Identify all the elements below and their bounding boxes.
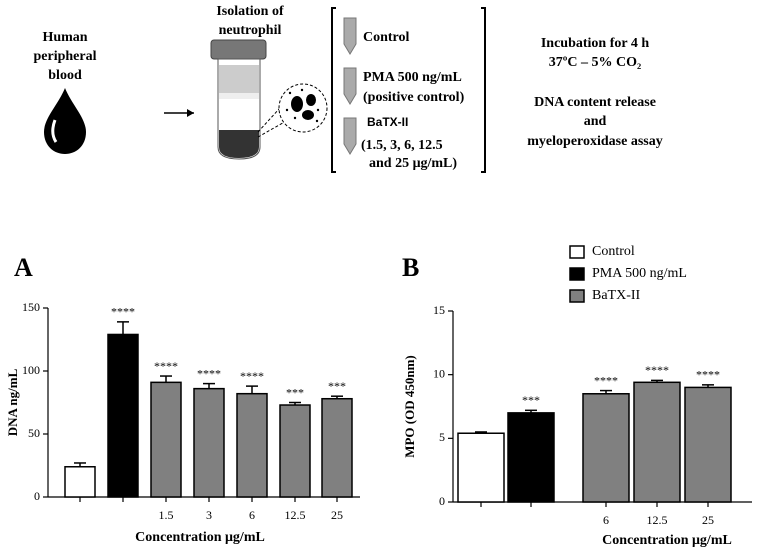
label: Isolation of: [216, 4, 284, 19]
label: PMA 500 ng/mL: [363, 70, 462, 85]
y-tick-label: 150: [22, 300, 40, 314]
small-tubes: [343, 17, 357, 155]
label: and: [584, 114, 607, 129]
label: Incubation for 4 h: [541, 36, 649, 51]
tube-layer: [219, 93, 259, 99]
label: neutrophil: [219, 23, 282, 38]
schematic: Human peripheral blood Isolation of neut…: [34, 4, 663, 173]
y-tick-label: 100: [22, 363, 40, 377]
x-tick-label: 1.5: [159, 508, 174, 522]
significance-label: ****: [594, 373, 618, 387]
significance-label: ****: [696, 368, 720, 382]
bracket: [331, 7, 336, 173]
bracket: [481, 7, 486, 173]
bar: [633, 381, 681, 503]
label: DNA content release: [534, 95, 656, 110]
bar: [582, 393, 630, 503]
label: blood: [48, 68, 82, 83]
bar: [107, 333, 139, 498]
nucleus: [291, 96, 303, 112]
bar: [236, 392, 268, 498]
tube-cap: [210, 39, 267, 60]
significance-label: ***: [328, 379, 346, 393]
tube-layer: [219, 65, 259, 93]
bar: [684, 386, 732, 503]
panel-label: B: [402, 253, 419, 282]
drop-highlight: [51, 119, 58, 143]
significance-label: ****: [645, 363, 669, 377]
label: peripheral: [34, 49, 97, 64]
bar: [457, 432, 505, 503]
legend-swatch: [569, 267, 585, 281]
label: Control: [363, 30, 410, 45]
x-axis-label: Concentration μg/mL: [602, 533, 732, 548]
y-tick-label: 5: [439, 430, 445, 444]
zoom-line: [257, 119, 289, 138]
blood-drop: [44, 88, 86, 154]
significance-label: ***: [522, 393, 540, 407]
label: myeloperoxidase assay: [527, 134, 662, 149]
x-tick-label: 6: [603, 513, 609, 527]
arrowhead: [187, 109, 194, 117]
significance-label: ****: [154, 359, 178, 373]
legend-label: PMA 500 ng/mL: [592, 266, 687, 281]
cell: [278, 83, 328, 133]
bar: [193, 387, 225, 498]
significance-label: ****: [240, 369, 264, 383]
significance-label: ****: [111, 305, 135, 319]
label: Human: [42, 30, 87, 45]
y-tick-label: 50: [28, 426, 40, 440]
legend-label: Control: [592, 244, 635, 259]
y-tick-label: 15: [433, 303, 445, 317]
panel-label: A: [14, 253, 33, 282]
bar: [507, 412, 555, 503]
significance-label: ***: [286, 385, 304, 399]
bar: [279, 404, 311, 498]
zoom-line: [257, 96, 291, 133]
x-tick-label: 3: [206, 508, 212, 522]
legend-label: BaTX-II: [592, 288, 641, 303]
x-tick-label: 12.5: [647, 513, 668, 527]
y-axis-label: MPO (OD 450nm): [402, 355, 417, 458]
label: BaTX-II: [367, 115, 408, 129]
x-tick-label: 25: [331, 508, 343, 522]
legend-swatch: [569, 289, 585, 303]
bar: [150, 381, 182, 498]
x-axis-label: Concentration μg/mL: [135, 530, 265, 545]
significance-label: ****: [197, 366, 221, 380]
nucleus: [302, 110, 314, 120]
y-tick-label: 0: [439, 494, 445, 508]
y-axis-label: DNA ng/mL: [5, 368, 20, 436]
label: (1.5, 3, 6, 12.5: [361, 138, 443, 153]
granules: [285, 88, 320, 123]
label: 37ºC – 5% CO₂: [549, 55, 641, 70]
x-tick-label: 12.5: [285, 508, 306, 522]
bar: [321, 397, 353, 498]
y-tick-label: 0: [34, 489, 40, 503]
x-tick-label: 25: [702, 513, 714, 527]
bar: [64, 466, 96, 498]
label: and 25 μg/mL): [369, 156, 457, 171]
x-tick-label: 6: [249, 508, 255, 522]
nucleus: [306, 94, 316, 106]
y-tick-label: 10: [433, 366, 445, 380]
tube-pellet: [219, 130, 259, 158]
label: (positive control): [363, 90, 465, 105]
legend-swatch: [569, 245, 585, 259]
